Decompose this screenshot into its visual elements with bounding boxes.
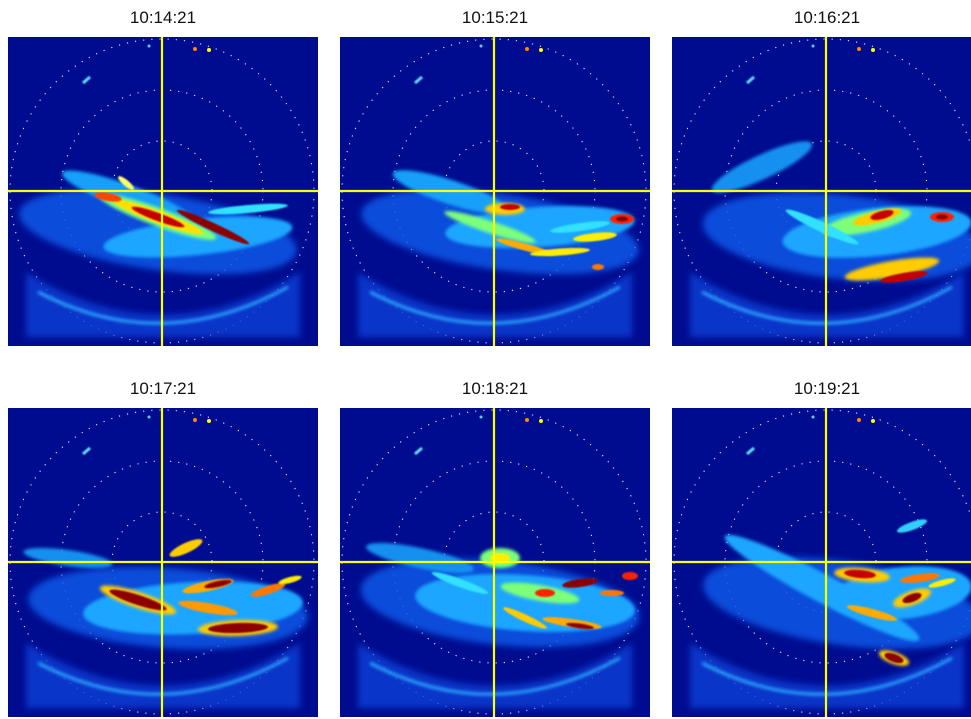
radar-image (340, 408, 650, 717)
panel-time-label: 10:16:21 (793, 8, 861, 27)
panel-time-label: 10:17:21 (129, 379, 197, 398)
strong-echo-bands (444, 203, 634, 270)
radar-panel-4: 10:17:21 (8, 377, 318, 717)
radar-image (340, 37, 650, 346)
radar-panel-6: 10:19:21 (672, 377, 971, 717)
strong-echo-bands (785, 208, 954, 283)
crosshair (672, 37, 971, 346)
radar-image (8, 37, 318, 346)
strong-echo-bands (99, 539, 302, 637)
strong-echo-bands (94, 176, 288, 245)
crosshair (672, 408, 971, 717)
radar-panel-5: 10:18:21 (340, 377, 650, 717)
crosshair (340, 408, 650, 717)
panel-time-label: 10:14:21 (129, 8, 197, 27)
strong-echo-bands (834, 567, 956, 666)
panel-time-label: 10:15:21 (461, 8, 529, 27)
panel-time-label: 10:19:21 (793, 379, 861, 398)
radar-image (672, 408, 971, 717)
panel-time-label: 10:18:21 (461, 379, 529, 398)
radar-panel-2: 10:15:21 (340, 6, 650, 346)
strong-echo-bands (431, 548, 638, 630)
crosshair (340, 37, 650, 346)
crosshair (8, 37, 318, 346)
radar-panel-3: 10:16:21 (672, 6, 971, 346)
radar-panel-1: 10:14:21 (8, 6, 318, 346)
radar-image (672, 37, 971, 346)
radar-image (8, 408, 318, 717)
crosshair (8, 408, 318, 717)
